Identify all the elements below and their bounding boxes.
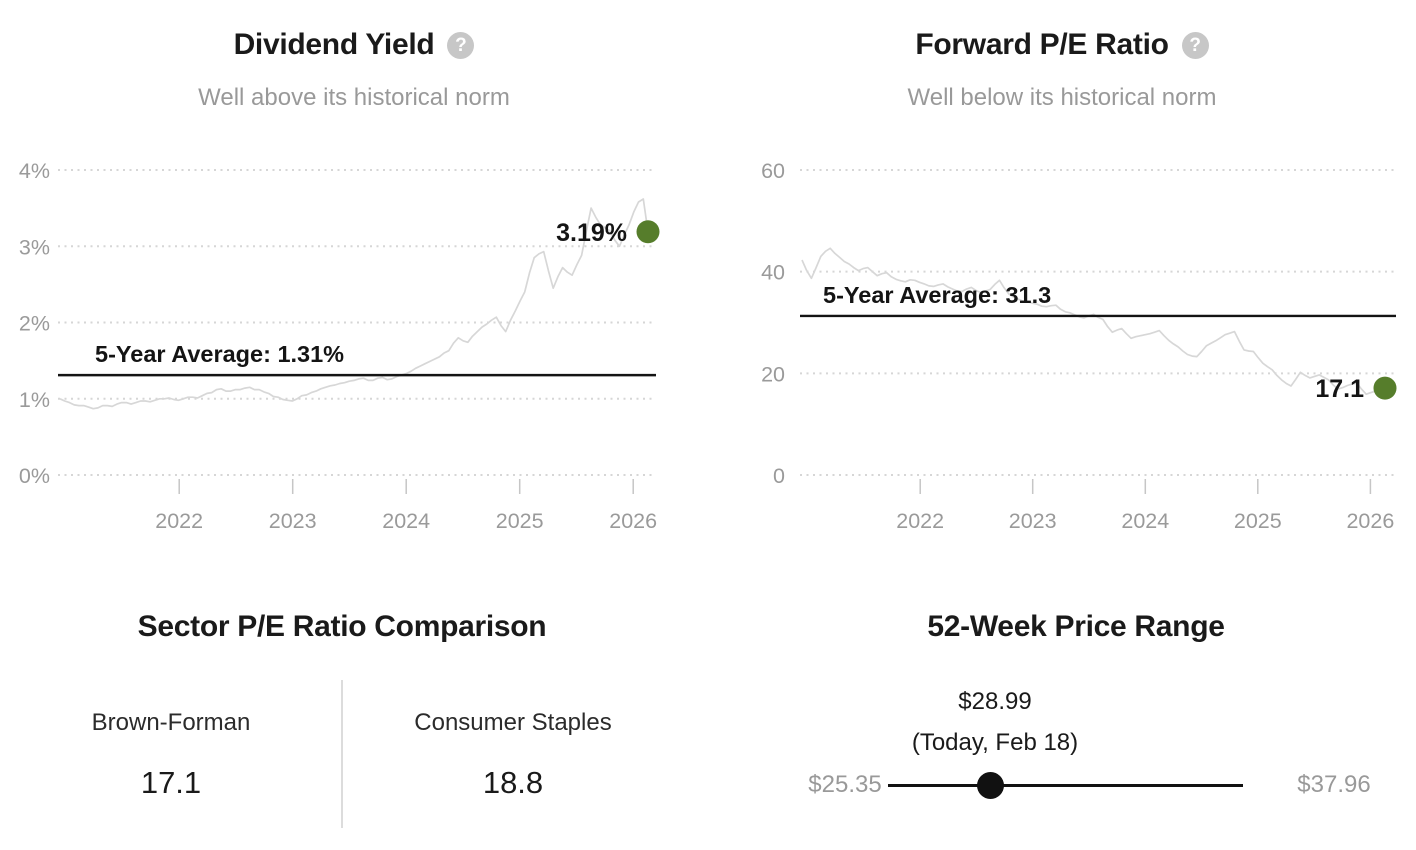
x-axis-label: 2024 xyxy=(382,509,430,533)
y-axis-label: 20 xyxy=(761,362,785,386)
forward-pe-section: Forward P/E Ratio ? Well below its histo… xyxy=(708,0,1416,560)
average-line-label: 5-Year Average: 1.31% xyxy=(95,341,344,367)
question-mark-icon[interactable]: ? xyxy=(1181,31,1209,59)
current-price-value: $28.99 xyxy=(958,688,1032,715)
y-axis-label: 4% xyxy=(19,159,50,183)
price-range-section: 52-Week Price Range $28.99 (Today, Feb 1… xyxy=(708,560,1416,850)
range-high-label: $37.96 xyxy=(1297,771,1371,798)
current-point-marker xyxy=(1373,376,1397,400)
x-axis-label: 2026 xyxy=(609,509,657,533)
dividend-yield-title: Dividend Yield xyxy=(233,28,435,61)
average-line-label: 5-Year Average: 31.3 xyxy=(823,282,1051,308)
sector-comparison-title: Sector P/E Ratio Comparison xyxy=(137,610,547,643)
y-axis-label: 0% xyxy=(19,464,50,488)
current-value-label: 17.1 xyxy=(1315,375,1364,403)
forward-pe-subtitle: Well below its historical norm xyxy=(907,84,1217,111)
current-price-note: (Today, Feb 18) xyxy=(911,729,1079,756)
x-axis-label: 2025 xyxy=(496,509,544,533)
chart-title-row: Forward P/E Ratio ? xyxy=(708,28,1416,62)
chart-title-row: Dividend Yield ? xyxy=(0,28,708,62)
comparison-value: 17.1 xyxy=(140,765,202,800)
vertical-divider xyxy=(341,680,343,828)
x-axis-label: 2025 xyxy=(1234,509,1282,533)
y-axis-label: 1% xyxy=(19,388,50,412)
price-range-track xyxy=(888,784,1243,787)
price-range-handle[interactable] xyxy=(977,772,1004,799)
series-line xyxy=(801,247,1386,396)
current-price-block: $28.99 (Today, Feb 18) xyxy=(795,688,1195,757)
comparison-value: 18.8 xyxy=(482,765,544,800)
x-axis-label: 2023 xyxy=(1009,509,1057,533)
price-range-title: 52-Week Price Range xyxy=(927,610,1225,643)
y-axis-label: 2% xyxy=(19,312,50,336)
series-line xyxy=(59,198,649,410)
y-axis-label: 0 xyxy=(773,464,785,488)
current-value-label: 3.19% xyxy=(556,219,627,247)
y-axis-label: 60 xyxy=(761,159,785,183)
current-point-marker xyxy=(636,220,660,244)
dividend-yield-subtitle: Well above its historical norm xyxy=(198,84,510,111)
y-axis-label: 40 xyxy=(761,261,785,285)
forward-pe-chart: 0 20 40 60 2022 2023 2024 2025 2026 5-Year Averag… xyxy=(761,159,1397,533)
x-axis-label: 2024 xyxy=(1121,509,1169,533)
range-low-label: $25.35 xyxy=(808,771,882,798)
y-axis-label: 3% xyxy=(19,235,50,259)
comparison-label: Consumer Staples xyxy=(414,709,612,736)
question-mark-icon[interactable]: ? xyxy=(447,31,475,59)
comparison-item-brown-forman: Brown-Forman 17.1 xyxy=(0,560,342,850)
dividend-yield-chart: 0% 1% 2% 3% 4% 2022 2023 2024 2025 2026 5-Year Ave… xyxy=(19,159,660,533)
x-axis-label: 2023 xyxy=(269,509,317,533)
x-axis-label: 2026 xyxy=(1346,509,1394,533)
forward-pe-title: Forward P/E Ratio xyxy=(915,28,1169,61)
x-axis-label: 2022 xyxy=(155,509,203,533)
comparison-item-consumer-staples: Consumer Staples 18.8 xyxy=(342,560,684,850)
sector-pe-comparison-section: Sector P/E Ratio Comparison Brown-Forman… xyxy=(0,560,708,850)
comparison-label: Brown-Forman xyxy=(91,709,251,736)
x-axis-label: 2022 xyxy=(896,509,944,533)
dividend-yield-section: Dividend Yield ? Well above its historic… xyxy=(0,0,708,560)
